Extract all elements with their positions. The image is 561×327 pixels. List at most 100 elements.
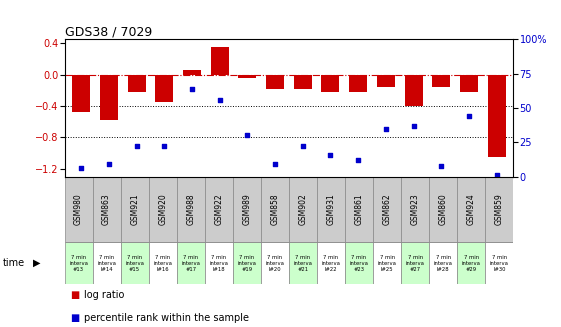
Bar (155, 75, 173, 102)
Point (77, 166, 86, 171)
Bar (404, 75, 422, 106)
Text: 7 min
interva
#29: 7 min interva #29 (462, 254, 481, 272)
Text: 7 min
interva
l#14: 7 min interva l#14 (97, 254, 116, 272)
Text: ▶: ▶ (33, 258, 40, 268)
Text: GSM931: GSM931 (327, 193, 335, 225)
Bar (121, 242, 149, 284)
Text: log ratio: log ratio (84, 290, 125, 300)
Bar (457, 242, 485, 284)
Point (353, 158, 362, 163)
Text: 7 min
interva
l#18: 7 min interva l#18 (209, 254, 228, 272)
Bar (377, 75, 395, 87)
Bar (345, 242, 373, 284)
Bar (93, 177, 121, 242)
Bar (233, 242, 261, 284)
Text: GSM921: GSM921 (130, 194, 139, 225)
Bar (149, 242, 177, 284)
Text: GSM923: GSM923 (411, 193, 420, 225)
Bar (261, 177, 289, 242)
Point (160, 144, 169, 149)
Bar (149, 177, 177, 242)
Point (409, 123, 418, 129)
Bar (317, 242, 345, 284)
Bar (345, 177, 373, 242)
Bar (205, 242, 233, 284)
Point (243, 133, 252, 138)
Text: 7 min
interva
l#16: 7 min interva l#16 (153, 254, 172, 272)
Bar (233, 177, 261, 242)
Point (187, 86, 196, 91)
Point (326, 152, 335, 157)
Bar (65, 177, 93, 242)
Bar (289, 242, 317, 284)
Text: 7 min
interva
#15: 7 min interva #15 (125, 254, 144, 272)
Bar (349, 75, 367, 92)
Bar (205, 177, 233, 242)
Text: 7 min
interva
#17: 7 min interva #17 (181, 254, 200, 272)
Text: GDS38 / 7029: GDS38 / 7029 (65, 25, 152, 38)
Bar (121, 177, 149, 242)
Bar (373, 242, 401, 284)
Text: GSM902: GSM902 (298, 193, 307, 225)
Text: GSM980: GSM980 (74, 193, 83, 225)
Text: GSM988: GSM988 (186, 194, 195, 225)
Bar (238, 75, 256, 78)
Point (298, 144, 307, 149)
Bar (65, 242, 93, 284)
Text: 7 min
interva
#23: 7 min interva #23 (350, 254, 369, 272)
Text: GSM920: GSM920 (158, 193, 167, 225)
Text: ■: ■ (70, 290, 79, 300)
Bar (321, 75, 339, 92)
Text: GSM989: GSM989 (242, 193, 251, 225)
Point (381, 126, 390, 131)
Bar (210, 47, 229, 75)
Bar (72, 75, 90, 112)
Point (132, 144, 141, 149)
Text: percentile rank within the sample: percentile rank within the sample (84, 313, 249, 323)
Text: 7 min
interva
l#20: 7 min interva l#20 (265, 254, 284, 272)
Bar (127, 75, 145, 92)
Bar (183, 70, 201, 75)
Bar (373, 177, 401, 242)
Bar (100, 75, 118, 120)
Point (437, 163, 446, 168)
Text: 7 min
interva
l#28: 7 min interva l#28 (434, 254, 453, 272)
Bar (401, 242, 429, 284)
Bar (294, 75, 312, 89)
Point (492, 173, 501, 178)
Text: GSM863: GSM863 (102, 193, 111, 225)
Bar (266, 75, 284, 89)
Text: GSM858: GSM858 (270, 194, 279, 225)
Text: 7 min
interva
l#25: 7 min interva l#25 (378, 254, 397, 272)
Bar (289, 177, 317, 242)
Bar (177, 177, 205, 242)
Bar (488, 75, 505, 157)
Point (104, 162, 113, 167)
Bar (485, 242, 513, 284)
Bar (93, 242, 121, 284)
Bar (429, 242, 457, 284)
Bar (429, 177, 457, 242)
Bar (460, 75, 478, 92)
Text: ■: ■ (70, 313, 79, 323)
Point (465, 113, 473, 119)
Text: GSM862: GSM862 (383, 194, 392, 225)
Text: 7 min
interva
#27: 7 min interva #27 (406, 254, 425, 272)
Text: GSM924: GSM924 (467, 193, 476, 225)
Text: GSM922: GSM922 (214, 194, 223, 225)
Bar (317, 177, 345, 242)
Bar (485, 177, 513, 242)
Text: 7 min
interva
#21: 7 min interva #21 (293, 254, 312, 272)
Bar (261, 242, 289, 284)
Point (270, 162, 279, 167)
Bar (433, 75, 450, 87)
Text: GSM861: GSM861 (355, 194, 364, 225)
Bar (457, 177, 485, 242)
Point (215, 97, 224, 102)
Text: time: time (3, 258, 25, 268)
Text: GSM859: GSM859 (495, 193, 504, 225)
Text: 7 min
interva
l#22: 7 min interva l#22 (321, 254, 341, 272)
Text: 7 min
interva
#13: 7 min interva #13 (69, 254, 88, 272)
Bar (177, 242, 205, 284)
Bar (401, 177, 429, 242)
